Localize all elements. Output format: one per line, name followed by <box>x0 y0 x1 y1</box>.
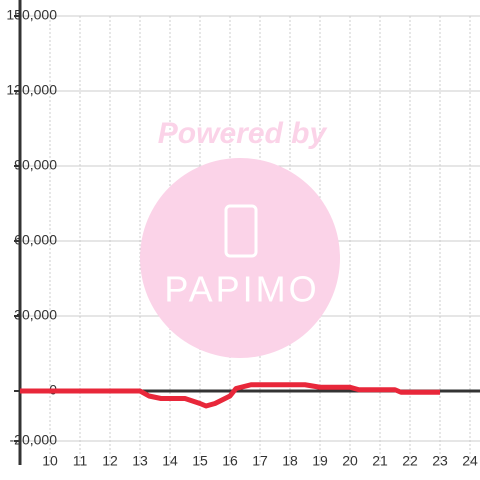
y-tick-label: 60,000 <box>14 232 57 248</box>
data-line <box>20 382 440 409</box>
x-tick-label: 23 <box>432 453 448 469</box>
watermark-icon <box>224 204 258 258</box>
x-tick-label: 18 <box>282 453 298 469</box>
x-tick-label: 22 <box>402 453 418 469</box>
x-tick-label: 12 <box>102 453 118 469</box>
x-tick-label: 19 <box>312 453 328 469</box>
y-tick-label: 150,000 <box>6 7 57 23</box>
x-tick-label: 13 <box>132 453 148 469</box>
x-tick-label: 17 <box>252 453 268 469</box>
watermark-brand: PAPIMO <box>164 269 319 310</box>
x-tick-label: 24 <box>462 453 478 469</box>
y-tick-label: 120,000 <box>6 82 57 98</box>
x-tick-label: 11 <box>73 453 88 469</box>
watermark-circle <box>140 158 340 358</box>
x-tick-label: 21 <box>372 453 388 469</box>
y-tick-label: 30,000 <box>14 307 57 323</box>
y-tick-label: -20,000 <box>10 432 58 448</box>
watermark: Powered by PAPIMO <box>140 117 340 358</box>
x-tick-label: 20 <box>342 453 358 469</box>
x-tick-label: 15 <box>192 453 208 469</box>
x-tick-label: 10 <box>42 453 58 469</box>
x-tick-label: 16 <box>222 453 238 469</box>
y-tick-label: 90,000 <box>14 157 57 173</box>
x-tick-label: 14 <box>162 453 178 469</box>
watermark-text: Powered by <box>158 117 328 150</box>
